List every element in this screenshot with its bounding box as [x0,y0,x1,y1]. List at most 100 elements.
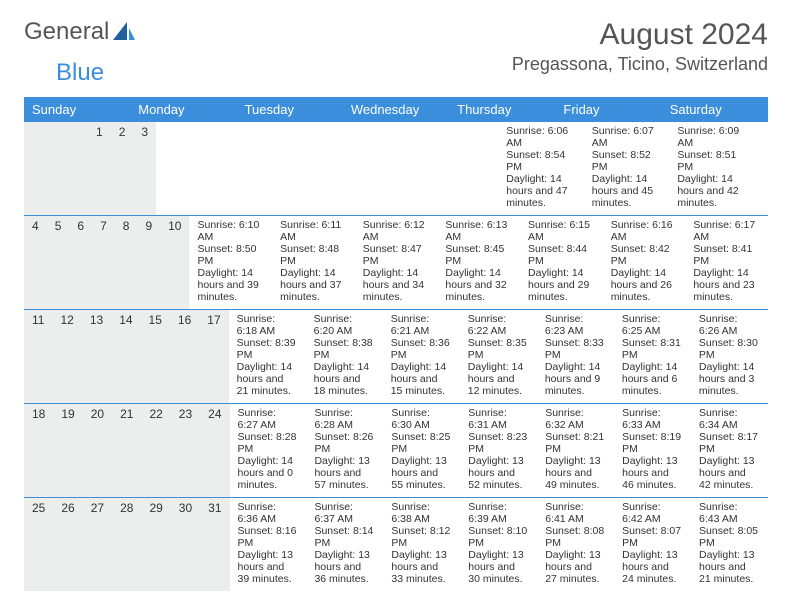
day-number [56,122,72,215]
day-details: Sunrise: 6:17 AMSunset: 8:41 PMDaylight:… [685,216,768,309]
day-details [413,122,499,215]
day-number: 13 [82,310,111,403]
day-details: Sunrise: 6:28 AMSunset: 8:26 PMDaylight:… [306,404,383,497]
day-details: Sunrise: 6:32 AMSunset: 8:21 PMDaylight:… [537,404,614,497]
day-details: Sunrise: 6:34 AMSunset: 8:17 PMDaylight:… [691,404,768,497]
details-row: Sunrise: 6:36 AMSunset: 8:16 PMDaylight:… [230,498,768,591]
day-number: 29 [141,498,170,591]
location-text: Pregassona, Ticino, Switzerland [512,54,768,75]
day-details: Sunrise: 6:26 AMSunset: 8:30 PMDaylight:… [691,310,768,403]
day-details [327,122,413,215]
week-row: 11121314151617Sunrise: 6:18 AMSunset: 8:… [24,310,768,404]
day-details [242,122,328,215]
day-details: Sunrise: 6:36 AMSunset: 8:16 PMDaylight:… [230,498,307,591]
daynum-row: 11121314151617 [24,310,229,403]
day-number: 1 [88,122,111,215]
day-number: 3 [133,122,156,215]
day-number: 24 [200,404,229,497]
brand-logo: General [24,18,135,46]
weekday-header: Sunday [24,97,130,122]
day-number: 8 [115,216,138,309]
daynum-row: 45678910 [24,216,189,309]
day-number: 26 [53,498,82,591]
day-number [72,122,88,215]
day-number: 5 [47,216,70,309]
weekday-header: Saturday [662,97,768,122]
details-row: Sunrise: 6:10 AMSunset: 8:50 PMDaylight:… [189,216,768,309]
details-row: Sunrise: 6:18 AMSunset: 8:39 PMDaylight:… [229,310,768,403]
day-details: Sunrise: 6:21 AMSunset: 8:36 PMDaylight:… [383,310,460,403]
day-details: Sunrise: 6:18 AMSunset: 8:39 PMDaylight:… [229,310,306,403]
sail-icon [113,22,135,42]
weekday-header-row: Sunday Monday Tuesday Wednesday Thursday… [24,97,768,122]
day-details: Sunrise: 6:33 AMSunset: 8:19 PMDaylight:… [614,404,691,497]
brand-text-2: Blue [56,59,104,87]
calendar-body: 123Sunrise: 6:06 AMSunset: 8:54 PMDaylig… [24,122,768,591]
weekday-header: Friday [555,97,661,122]
day-details: Sunrise: 6:06 AMSunset: 8:54 PMDaylight:… [498,122,584,215]
day-details: Sunrise: 6:30 AMSunset: 8:25 PMDaylight:… [383,404,460,497]
day-details: Sunrise: 6:42 AMSunset: 8:07 PMDaylight:… [614,498,691,591]
weekday-header: Monday [130,97,236,122]
day-number: 12 [52,310,81,403]
day-details: Sunrise: 6:13 AMSunset: 8:45 PMDaylight:… [437,216,520,309]
details-row: Sunrise: 6:27 AMSunset: 8:28 PMDaylight:… [230,404,768,497]
day-number: 28 [112,498,141,591]
day-details: Sunrise: 6:09 AMSunset: 8:51 PMDaylight:… [669,122,755,215]
day-number: 17 [199,310,228,403]
day-details: Sunrise: 6:15 AMSunset: 8:44 PMDaylight:… [520,216,603,309]
day-number: 16 [170,310,199,403]
day-number: 14 [111,310,140,403]
month-title: August 2024 [512,18,768,52]
day-number [24,122,40,215]
day-details: Sunrise: 6:22 AMSunset: 8:35 PMDaylight:… [460,310,537,403]
day-number: 20 [83,404,112,497]
weekday-header: Thursday [449,97,555,122]
day-details: Sunrise: 6:20 AMSunset: 8:38 PMDaylight:… [306,310,383,403]
day-details: Sunrise: 6:43 AMSunset: 8:05 PMDaylight:… [691,498,768,591]
daynum-row: 123 [24,122,156,215]
day-details: Sunrise: 6:37 AMSunset: 8:14 PMDaylight:… [306,498,383,591]
day-details: Sunrise: 6:25 AMSunset: 8:31 PMDaylight:… [614,310,691,403]
details-row: Sunrise: 6:06 AMSunset: 8:54 PMDaylight:… [156,122,755,215]
day-number: 27 [83,498,112,591]
week-row: 18192021222324Sunrise: 6:27 AMSunset: 8:… [24,404,768,498]
day-details: Sunrise: 6:07 AMSunset: 8:52 PMDaylight:… [584,122,670,215]
day-details: Sunrise: 6:12 AMSunset: 8:47 PMDaylight:… [355,216,438,309]
week-row: 123 Sunrise: 6:06 AMSunset: 8:54 PMDaylig… [24,122,768,216]
day-number: 11 [24,310,52,403]
weekday-header: Wednesday [343,97,449,122]
day-number: 4 [24,216,47,309]
title-block: August 2024 Pregassona, Ticino, Switzerl… [512,18,768,75]
day-details: Sunrise: 6:38 AMSunset: 8:12 PMDaylight:… [383,498,460,591]
day-number [40,122,56,215]
day-number: 6 [69,216,92,309]
day-number: 22 [141,404,170,497]
daynum-row: 25262728293031 [24,498,230,591]
day-number: 25 [24,498,53,591]
day-number: 10 [160,216,189,309]
day-details: Sunrise: 6:10 AMSunset: 8:50 PMDaylight:… [189,216,272,309]
week-row: 45678910Sunrise: 6:10 AMSunset: 8:50 PMD… [24,216,768,310]
day-number: 2 [111,122,134,215]
day-number: 21 [112,404,141,497]
week-row: 25262728293031Sunrise: 6:36 AMSunset: 8:… [24,498,768,591]
day-number: 19 [53,404,82,497]
day-details: Sunrise: 6:39 AMSunset: 8:10 PMDaylight:… [460,498,537,591]
day-details: Sunrise: 6:16 AMSunset: 8:42 PMDaylight:… [603,216,686,309]
day-number: 15 [141,310,170,403]
day-details [156,122,242,215]
day-number: 31 [200,498,229,591]
day-number: 9 [137,216,160,309]
day-number: 30 [171,498,200,591]
day-details: Sunrise: 6:27 AMSunset: 8:28 PMDaylight:… [230,404,307,497]
day-number: 23 [171,404,200,497]
brand-text-1: General [24,18,109,46]
day-details: Sunrise: 6:11 AMSunset: 8:48 PMDaylight:… [272,216,355,309]
daynum-row: 18192021222324 [24,404,230,497]
day-details: Sunrise: 6:41 AMSunset: 8:08 PMDaylight:… [537,498,614,591]
day-details: Sunrise: 6:23 AMSunset: 8:33 PMDaylight:… [537,310,614,403]
weekday-header: Tuesday [237,97,343,122]
day-details: Sunrise: 6:31 AMSunset: 8:23 PMDaylight:… [460,404,537,497]
day-number: 7 [92,216,115,309]
